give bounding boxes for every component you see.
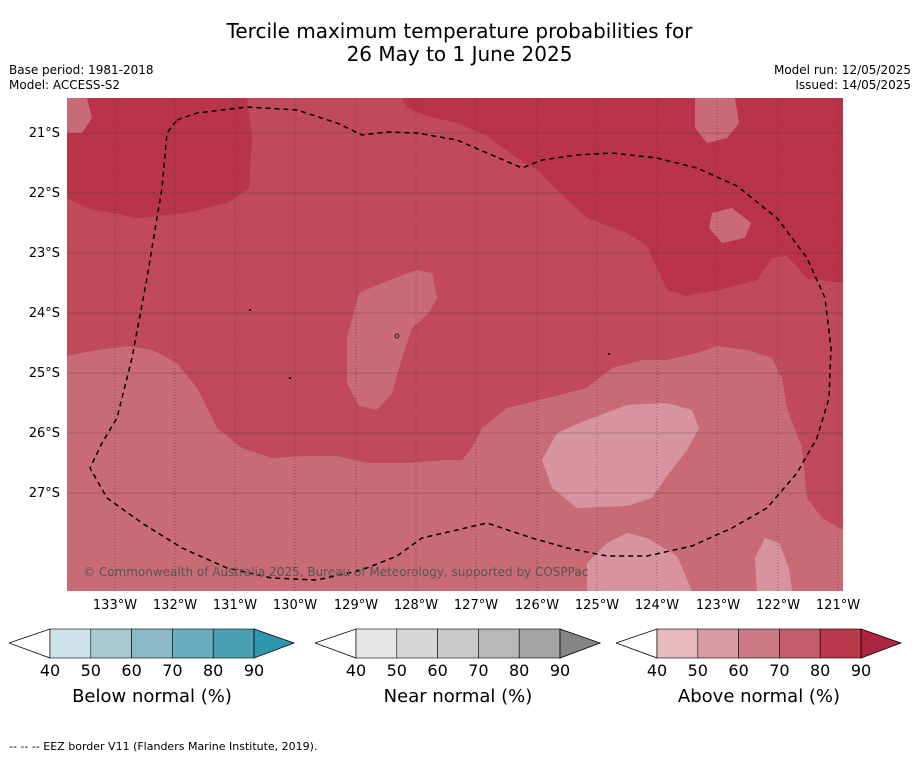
lat-label: 24°S xyxy=(28,306,60,321)
colorbar-arrow-left xyxy=(616,628,658,659)
lat-label: 26°S xyxy=(28,426,60,441)
colorbar-above-normal xyxy=(616,628,903,659)
colorbar-swatches xyxy=(355,628,561,659)
colorbar-swatch xyxy=(355,628,398,659)
eez-footnote: -- -- -- EEZ border V11 (Flanders Marine… xyxy=(9,740,318,753)
lon-label: 125°W xyxy=(574,598,620,613)
map-title-line-2: 26 May to 1 June 2025 xyxy=(346,42,573,66)
colorbar-arrow-left xyxy=(9,628,51,659)
island-mark xyxy=(289,377,291,379)
colorbar-swatch xyxy=(518,628,561,659)
graticule-lat xyxy=(67,132,843,494)
region-70-ne-left xyxy=(67,98,92,133)
colorbar-arrow-right xyxy=(253,628,296,659)
colorbar-swatch xyxy=(131,628,173,659)
colorbar-swatch xyxy=(172,628,214,659)
region-70-east-blob xyxy=(695,98,739,143)
lon-label: 126°W xyxy=(514,598,560,613)
colorbar-swatches xyxy=(656,628,862,659)
colorbar-tick-label: 50 xyxy=(687,661,708,680)
colorbar-tick-label: 40 xyxy=(39,661,61,680)
colorbar-tick-label: 60 xyxy=(728,661,749,680)
colorbar-swatches xyxy=(49,628,255,659)
colorbar-tick-label: 90 xyxy=(549,661,571,680)
colorbar-below-normal xyxy=(9,628,296,659)
region-50-south-bottom xyxy=(587,533,692,591)
region-50-south-centre xyxy=(542,403,699,508)
lon-label: 133°W xyxy=(92,598,138,613)
lon-label: 124°W xyxy=(634,598,680,613)
base-period: Base period: 1981-2018 xyxy=(9,63,154,77)
colorbar-tick-label: 70 xyxy=(769,661,790,680)
colorbar-label-below: Below normal (%) xyxy=(72,686,232,707)
map-svg xyxy=(67,98,843,591)
colorbar-swatch xyxy=(738,628,780,659)
eez-border xyxy=(89,106,832,581)
lon-label: 131°W xyxy=(212,598,258,613)
colorbar-near-normal xyxy=(315,628,602,659)
colorbar-tick-label: 50 xyxy=(80,661,101,680)
colorbar-tick-label: 80 xyxy=(203,661,224,680)
region-50-se-corner xyxy=(755,538,792,591)
colorbar-arrow-right xyxy=(860,628,903,659)
lon-label: 127°W xyxy=(453,598,499,613)
lat-label: 25°S xyxy=(28,366,60,381)
colorbar-tick-label: 70 xyxy=(468,661,489,680)
colorbar-tick-label: 80 xyxy=(810,661,831,680)
colorbar-tick-label: 50 xyxy=(386,661,407,680)
colorbar-tick-label: 90 xyxy=(243,661,265,680)
colorbar-tick-label: 90 xyxy=(850,661,872,680)
lat-label: 27°S xyxy=(28,486,60,501)
colorbar-swatch xyxy=(437,628,479,659)
colorbar-tick-label: 80 xyxy=(509,661,530,680)
island-mark xyxy=(608,353,610,355)
colorbar-swatch xyxy=(396,628,438,659)
island-mark xyxy=(249,309,251,311)
colorbar-swatch xyxy=(656,628,699,659)
issued-date: Issued: 14/05/2025 xyxy=(795,78,911,92)
colorbar-arrow-right xyxy=(559,628,602,659)
model-run: Model run: 12/05/2025 xyxy=(773,63,911,77)
lon-label: 128°W xyxy=(393,598,439,613)
lat-label: 21°S xyxy=(28,126,60,141)
colorbar-swatch xyxy=(779,628,821,659)
colorbar-tick-label: 40 xyxy=(646,661,668,680)
region-60-centre xyxy=(347,270,437,410)
colorbar-swatch xyxy=(697,628,739,659)
colorbar-tick-label: 40 xyxy=(345,661,367,680)
copyright-notice: © Commonwealth of Australia 2025, Bureau… xyxy=(83,565,589,579)
region-70-north-patch xyxy=(147,98,407,133)
lat-label: 22°S xyxy=(28,186,60,201)
lon-label: 129°W xyxy=(333,598,379,613)
colorbar-tick-label: 60 xyxy=(427,661,448,680)
island-mark xyxy=(394,333,400,339)
lon-label: 123°W xyxy=(695,598,741,613)
colorbar-label-near: Near normal (%) xyxy=(383,686,533,707)
region-80-north xyxy=(67,98,843,296)
colorbar-swatch xyxy=(478,628,520,659)
model-name: Model: ACCESS-S2 xyxy=(9,78,121,92)
lon-label: 121°W xyxy=(815,598,861,613)
colorbar-tick-label: 70 xyxy=(162,661,183,680)
region-80-west xyxy=(67,98,252,218)
colorbar-swatch xyxy=(819,628,862,659)
colorbar-label-above: Above normal (%) xyxy=(677,686,841,707)
colorbar-arrow-left xyxy=(315,628,357,659)
colorbar-swatch xyxy=(212,628,255,659)
graticule xyxy=(114,98,839,591)
colorbar-swatch xyxy=(90,628,132,659)
colorbar-tick-label: 60 xyxy=(121,661,142,680)
lon-label: 132°W xyxy=(152,598,198,613)
map-title-line-1: Tercile maximum temperature probabilitie… xyxy=(226,19,693,43)
colorbar-swatch xyxy=(49,628,92,659)
region-70-east-small xyxy=(709,208,751,243)
probability-map xyxy=(67,98,843,591)
lon-label: 122°W xyxy=(755,598,801,613)
lon-label: 130°W xyxy=(272,598,318,613)
lat-label: 23°S xyxy=(28,246,60,261)
